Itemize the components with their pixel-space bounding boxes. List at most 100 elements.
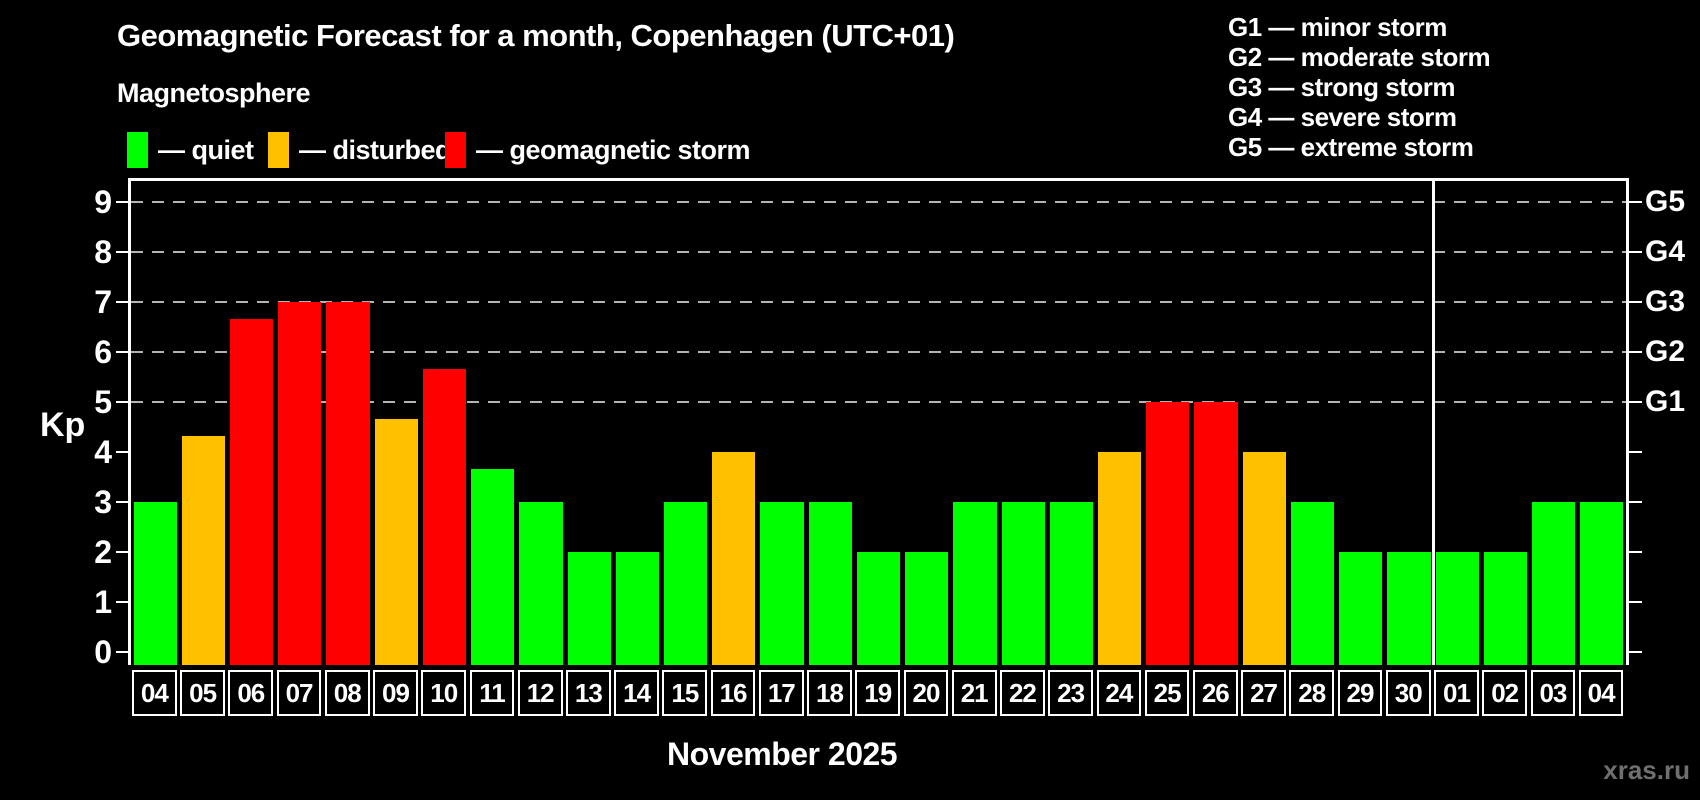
kp-bar-day-23	[1049, 502, 1093, 665]
right-axis-label-G3: G3	[1645, 285, 1686, 318]
y-axis-tick-left	[116, 351, 128, 353]
right-axis-label-G4: G4	[1645, 235, 1686, 268]
y-axis-label-7: 7	[94, 284, 112, 320]
kp-bar-day-01	[1435, 552, 1479, 665]
chart-subtitle: Magnetosphere	[117, 78, 311, 108]
y-axis-label-9: 9	[94, 184, 112, 220]
date-cell: 15	[662, 670, 708, 716]
legend-swatch-storm-icon	[445, 132, 466, 168]
legend-swatch-disturbed-icon	[268, 132, 289, 168]
storm-scale-legend-line: G4 — severe storm	[1228, 102, 1457, 132]
date-cell: 08	[324, 670, 370, 716]
right-axis-tick	[1629, 351, 1642, 353]
y-axis-label-6: 6	[94, 334, 112, 370]
right-axis-label-G2: G2	[1645, 335, 1686, 368]
right-axis-tick	[1629, 451, 1642, 453]
kp-bar-day-07	[278, 302, 322, 665]
plot-border-left	[128, 178, 131, 665]
plot-border-right	[1626, 178, 1629, 665]
kp-bar-day-27	[1242, 452, 1286, 665]
gridline-kp9	[131, 201, 1626, 203]
kp-bar-day-10	[422, 368, 467, 665]
date-cell: 18	[807, 670, 852, 716]
date-cell: 04	[1578, 670, 1624, 716]
kp-bar-day-19	[856, 552, 901, 665]
kp-bar-day-29	[1339, 552, 1383, 665]
date-cell: 30	[1385, 670, 1431, 716]
kp-bar-day-22	[1001, 502, 1045, 665]
right-axis-tick	[1629, 301, 1642, 303]
kp-bar-day-04	[1580, 502, 1624, 665]
right-axis-tick	[1629, 401, 1642, 403]
date-cell: 07	[276, 670, 322, 716]
y-axis-label-1: 1	[94, 584, 112, 620]
date-cell: 21	[951, 670, 997, 716]
date-cell: 29	[1337, 670, 1383, 716]
kp-bar-day-25	[1146, 402, 1190, 665]
right-axis-tick	[1629, 201, 1642, 203]
storm-scale-legend-line: G2 — moderate storm	[1228, 42, 1491, 72]
date-cell: 13	[566, 670, 611, 716]
y-axis-tick-left	[116, 451, 128, 453]
right-axis-tick	[1629, 651, 1642, 653]
page-title: Geomagnetic Forecast for a month, Copenh…	[117, 18, 955, 53]
kp-bar-day-08	[326, 302, 370, 665]
y-axis-tick-left	[116, 251, 128, 253]
date-cell: 01	[1434, 670, 1479, 716]
kp-bar-day-06	[229, 318, 274, 665]
legend-label-disturbed: — disturbed	[299, 135, 452, 165]
kp-bar-day-24	[1098, 452, 1142, 665]
date-cell: 06	[228, 670, 274, 716]
y-axis-tick-left	[116, 601, 128, 603]
storm-scale-legend-line: G1 — minor storm	[1228, 12, 1447, 42]
storm-scale-legend-line: G5 — extreme storm	[1228, 132, 1474, 162]
kp-bar-day-11	[471, 468, 515, 665]
y-axis-tick-left	[116, 651, 128, 653]
kp-bar-day-17	[760, 502, 804, 665]
gridline-kp6	[131, 351, 1626, 353]
date-cell: 25	[1144, 670, 1190, 716]
kp-bar-day-09	[374, 418, 418, 665]
y-axis-label-3: 3	[94, 484, 112, 520]
kp-bar-day-02	[1483, 552, 1528, 665]
right-axis-label-G1: G1	[1645, 385, 1686, 418]
month-separator-line	[1431, 181, 1435, 665]
date-cell: 05	[180, 670, 225, 716]
date-cell: 28	[1289, 670, 1335, 716]
kp-axis-label: Kp	[40, 406, 86, 444]
date-cell: 12	[517, 670, 563, 716]
gridline-kp5	[131, 401, 1626, 403]
y-axis-tick-left	[116, 301, 128, 303]
kp-bar-day-13	[567, 552, 611, 665]
legend-swatch-quiet-icon	[127, 132, 148, 168]
date-cell: 26	[1192, 670, 1238, 716]
kp-bar-day-14	[615, 552, 659, 665]
kp-bar-day-26	[1194, 402, 1238, 665]
kp-bar-day-05	[181, 435, 225, 665]
y-axis-tick-left	[116, 201, 128, 203]
storm-scale-legend-line: G3 — strong storm	[1228, 72, 1455, 102]
legend-label-quiet: — quiet	[158, 135, 254, 165]
y-axis-tick-left	[116, 501, 128, 503]
y-axis-tick-left	[116, 551, 128, 553]
date-cell: 10	[421, 670, 467, 716]
date-cell: 22	[1000, 670, 1045, 716]
kp-bar-day-20	[905, 552, 949, 665]
date-cell: 27	[1241, 670, 1286, 716]
plot-border-top	[128, 178, 1629, 181]
kp-bar-day-16	[712, 452, 756, 665]
right-axis-tick	[1629, 501, 1642, 503]
date-cell: 24	[1096, 670, 1142, 716]
y-axis-label-5: 5	[94, 384, 112, 420]
date-cell: 23	[1048, 670, 1093, 716]
y-axis-label-8: 8	[94, 234, 112, 270]
date-cell: 16	[710, 670, 756, 716]
kp-bar-day-18	[808, 502, 852, 665]
kp-bar-day-30	[1387, 552, 1431, 665]
gridline-kp7	[131, 301, 1626, 303]
right-axis-tick	[1629, 551, 1642, 553]
date-cell: 14	[614, 670, 659, 716]
y-axis-label-2: 2	[94, 534, 112, 570]
right-axis-tick	[1629, 601, 1642, 603]
